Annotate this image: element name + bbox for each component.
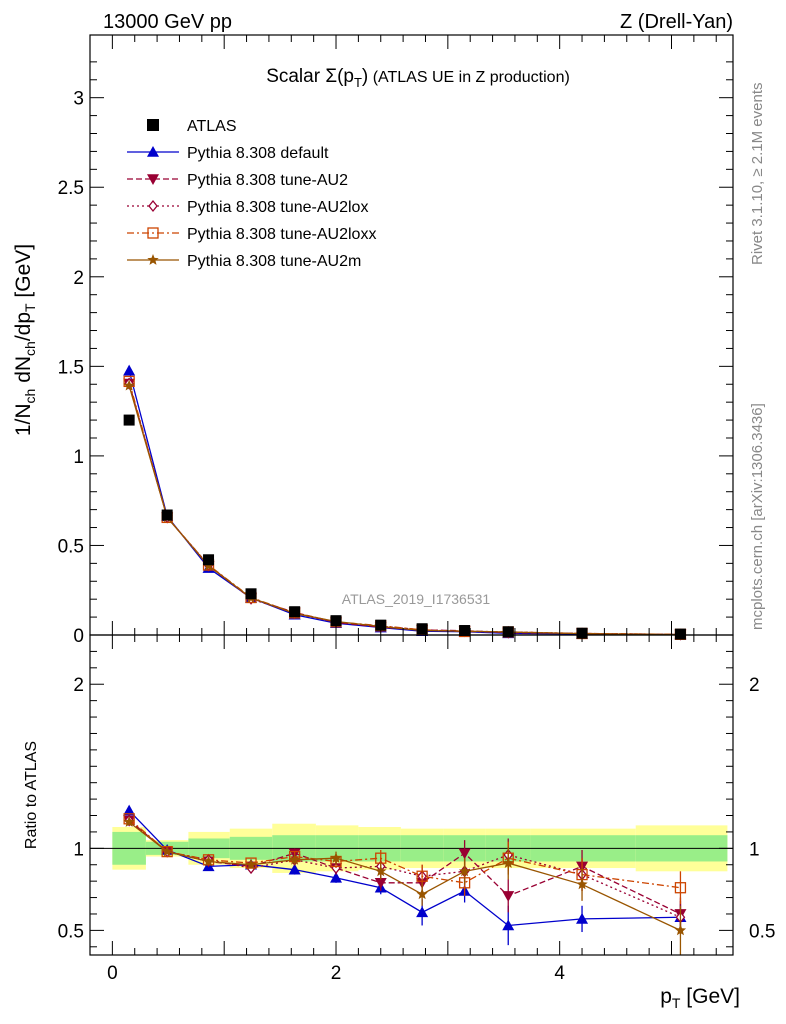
atlas-point xyxy=(416,623,428,635)
header-left: 13000 GeV pp xyxy=(103,11,232,33)
ratio-series-line xyxy=(128,810,681,927)
y-tick-label-main: 2 xyxy=(73,268,84,289)
legend-marker xyxy=(147,119,159,131)
y-axis-label-ratio: Ratio to ATLAS xyxy=(23,741,40,849)
ratio-point xyxy=(416,870,428,882)
ratio-point xyxy=(576,878,588,890)
ratio-series-line xyxy=(128,819,681,918)
legend-marker xyxy=(147,146,159,157)
ratio-point xyxy=(330,852,342,863)
y-tick-label-ratio: 1 xyxy=(73,839,84,860)
atlas-point xyxy=(502,626,514,638)
axis-ticks: 0 2 4 0 0.5 1 1.5 2 2.5 3 0.5 0.5 1 1 2 2 xyxy=(58,35,775,984)
legend-entry-0: ATLAS xyxy=(147,118,237,135)
y-tick-label-main: 3 xyxy=(73,89,84,110)
y-tick-label-main: 1 xyxy=(73,447,84,468)
legend-entry-2: Pythia 8.308 tune-AU2 xyxy=(127,172,348,189)
legend-label: Pythia 8.308 default xyxy=(187,145,329,162)
atlas-point xyxy=(123,414,135,426)
ratio-series-line xyxy=(128,821,681,931)
y-tick-label-ratio: 2 xyxy=(73,675,84,696)
ratio-point xyxy=(161,845,173,857)
plot-frames xyxy=(89,34,734,956)
ratio-series-layer xyxy=(123,804,687,955)
mcplots-label: mcplots.cern.ch [arXiv:1306.3436] xyxy=(749,403,766,630)
atlas-point xyxy=(245,588,257,600)
ratio-point xyxy=(288,853,301,865)
ratio-point xyxy=(330,871,343,883)
ratio-point xyxy=(123,816,135,827)
rivet-label: Rivet 3.1.10, ≥ 2.1M events xyxy=(749,83,766,266)
legend-label: Pythia 8.308 tune-AU2lox xyxy=(187,199,368,216)
main-point xyxy=(123,364,136,376)
legend-label: ATLAS xyxy=(187,118,237,135)
ratio-series-4 xyxy=(123,816,687,955)
ratio-point xyxy=(674,924,687,936)
ratio-series-line xyxy=(128,818,681,889)
ratio-frame xyxy=(89,634,734,956)
legend: ATLAS Pythia 8.308 default Pythia 8.308 tu… xyxy=(127,118,376,270)
ratio-point xyxy=(502,919,515,931)
atlas-point xyxy=(203,554,215,566)
ratio-point xyxy=(576,912,589,924)
y-tick-label-main: 2.5 xyxy=(58,178,84,199)
ratio-point xyxy=(288,863,301,875)
ratio-point xyxy=(458,848,471,860)
ratio-point xyxy=(375,865,387,877)
x-tick-label: 4 xyxy=(554,963,565,984)
y-tick-label-main: 1.5 xyxy=(58,357,84,378)
main-series-line xyxy=(128,385,681,636)
legend-entry-4: Pythia 8.308 tune-AU2loxx xyxy=(127,226,376,243)
ratio-point xyxy=(245,858,257,870)
plot-title: Scalar Σ(pT) (ATLAS UE in Z production) xyxy=(266,66,570,90)
legend-label: Pythia 8.308 tune-AU2loxx xyxy=(187,226,376,243)
ratio-point xyxy=(123,804,136,816)
legend-marker xyxy=(147,227,159,239)
legend-marker xyxy=(147,254,159,265)
y-tick-label-ratio: 0.5 xyxy=(58,921,84,942)
y-tick-label-main: 0 xyxy=(73,626,84,647)
legend-marker xyxy=(147,174,159,185)
atlas-point xyxy=(459,625,471,637)
legend-label: Pythia 8.308 tune-AU2 xyxy=(187,172,348,189)
main-point xyxy=(123,379,135,391)
atlas-point xyxy=(330,615,342,627)
atlas-point xyxy=(674,628,686,640)
main-series-line xyxy=(128,370,681,636)
legend-entry-1: Pythia 8.308 default xyxy=(127,145,329,162)
ratio-point xyxy=(502,891,515,902)
header-right: Z (Drell-Yan) xyxy=(620,11,733,33)
legend-label: Pythia 8.308 tune-AU2m xyxy=(187,253,361,270)
ratio-point xyxy=(416,906,429,918)
ratio-point xyxy=(674,882,687,894)
x-tick-label: 0 xyxy=(107,963,118,984)
watermark: ATLAS_2019_I1736531 xyxy=(342,591,491,607)
atlas-point xyxy=(161,509,173,521)
x-axis-label: pT [GeV] xyxy=(660,985,740,1011)
legend-marker xyxy=(148,199,158,213)
ratio-point xyxy=(458,865,471,877)
y-tick-label-ratio-right: 0.5 xyxy=(749,921,775,942)
x-tick-label: 2 xyxy=(331,963,342,984)
ratio-point xyxy=(202,855,215,867)
atlas-point xyxy=(289,606,301,618)
y-tick-label-ratio-right: 1 xyxy=(749,839,760,860)
ratio-point xyxy=(416,888,428,900)
legend-entry-3: Pythia 8.308 tune-AU2lox xyxy=(127,199,368,216)
y-axis-label-main: 1/Nch dNch/dpT [GeV] xyxy=(12,244,38,436)
ratio-point xyxy=(374,877,387,889)
y-tick-label-ratio-right: 2 xyxy=(749,675,760,696)
ratio-point xyxy=(502,857,514,868)
legend-entry-5: Pythia 8.308 tune-AU2m xyxy=(127,253,361,270)
atlas-point xyxy=(375,619,387,631)
y-tick-label-main: 0.5 xyxy=(58,536,84,557)
ratio-series-0 xyxy=(123,804,687,946)
